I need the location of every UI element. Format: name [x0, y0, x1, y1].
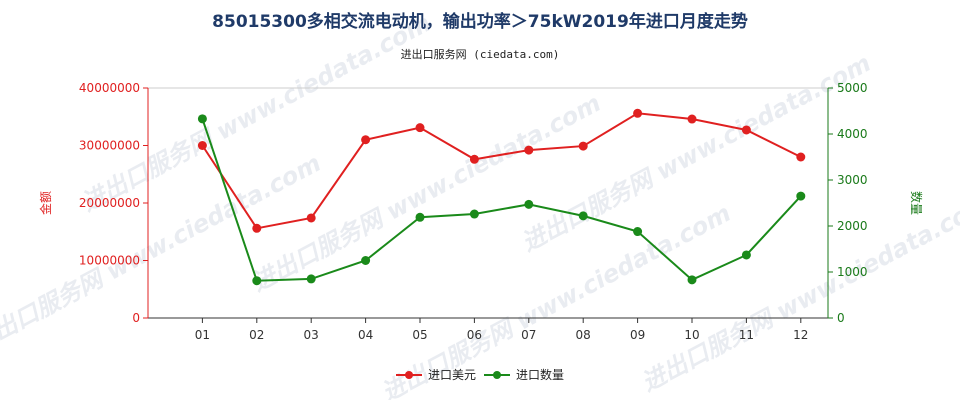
series-2-point-05 [415, 212, 425, 222]
series-1-point-05 [415, 123, 425, 133]
series-line-2 [201, 118, 802, 282]
series-1-point-04 [361, 135, 371, 145]
series-1-point-09 [633, 108, 643, 118]
x-axis: 01 02 03 04 05 06 07 08 09 10 11 12 [195, 318, 808, 342]
series-1-point-02 [252, 223, 262, 233]
series-2-point-03 [306, 274, 316, 284]
left-axis-title: 金额 [38, 191, 53, 215]
x-tick-label-01: 01 [195, 328, 210, 342]
series-1-point-06 [469, 154, 479, 164]
series-1-point-11 [741, 125, 751, 135]
series-2-point-11 [741, 250, 751, 260]
right-tick-label-2: 2000 [837, 219, 868, 233]
series-2-point-12 [796, 191, 806, 201]
right-axis: 0 1000 2000 3000 4000 5000 数量 [827, 81, 924, 325]
series-2-point-08 [578, 211, 588, 221]
legend-label-1: 进口美元 [428, 368, 476, 382]
watermark-text-1: 进出口服务网 www.ciedata.com [0, 149, 325, 357]
x-tick-label-06: 06 [467, 328, 482, 342]
right-tick-label-4: 4000 [837, 127, 868, 141]
x-tick-label-12: 12 [793, 328, 808, 342]
left-tick-label-2: 20000000 [79, 196, 140, 210]
x-tick-label-07: 07 [521, 328, 536, 342]
series-1-point-07 [524, 145, 534, 155]
x-tick-label-10: 10 [684, 328, 699, 342]
x-tick-label-05: 05 [412, 328, 427, 342]
right-tick-label-0: 0 [837, 311, 845, 325]
legend[interactable]: 进口美元 进口数量 [396, 367, 564, 382]
series-1-point-03 [306, 213, 316, 223]
right-axis-title: 数量 [909, 191, 924, 215]
right-tick-label-5: 5000 [837, 81, 868, 95]
left-axis: 0 10000000 20000000 30000000 40000000 金额 [38, 81, 149, 325]
series-1-point-08 [578, 141, 588, 151]
legend-item-2[interactable]: 进口数量 [484, 367, 564, 382]
series-2-point-07 [524, 199, 534, 209]
series-1-point-01 [197, 141, 207, 150]
series-line-1 [201, 112, 802, 230]
left-tick-label-4: 40000000 [79, 81, 140, 95]
series-1-point-12 [796, 152, 806, 162]
x-tick-label-08: 08 [576, 328, 591, 342]
x-tick-label-04: 04 [358, 328, 373, 342]
legend-label-2: 进口数量 [516, 367, 564, 382]
left-tick-label-1: 10000000 [79, 254, 140, 268]
series-2-point-06 [469, 209, 479, 219]
right-tick-label-1: 1000 [837, 265, 868, 279]
legend-item-1[interactable]: 进口美元 [396, 368, 476, 382]
chart-subtitle: 进出口服务网 (ciedata.com) [401, 47, 560, 61]
legend-marker-2 [493, 371, 501, 379]
left-tick-label-3: 30000000 [79, 139, 140, 153]
x-tick-label-03: 03 [304, 328, 319, 342]
plot-area [148, 87, 828, 319]
x-tick-label-11: 11 [739, 328, 754, 342]
series-2-point-04 [361, 256, 371, 265]
series-2-point-01 [197, 114, 207, 124]
watermark-text-2: 进出口服务网 www.ciedata.com [247, 89, 605, 297]
left-tick-label-0: 0 [132, 311, 140, 325]
series-2-point-09 [633, 227, 643, 237]
x-tick-label-09: 09 [630, 328, 645, 342]
series-layer [197, 108, 806, 286]
chart-title: 85015300多相交流电动机，输出功率＞75kW2019年进口月度走势 [212, 11, 748, 32]
legend-marker-1 [405, 371, 413, 379]
series-2-point-02 [252, 276, 262, 286]
x-tick-label-02: 02 [249, 328, 264, 342]
series-1-point-10 [687, 114, 697, 124]
right-tick-label-3: 3000 [837, 173, 868, 187]
series-2-point-10 [687, 275, 697, 285]
